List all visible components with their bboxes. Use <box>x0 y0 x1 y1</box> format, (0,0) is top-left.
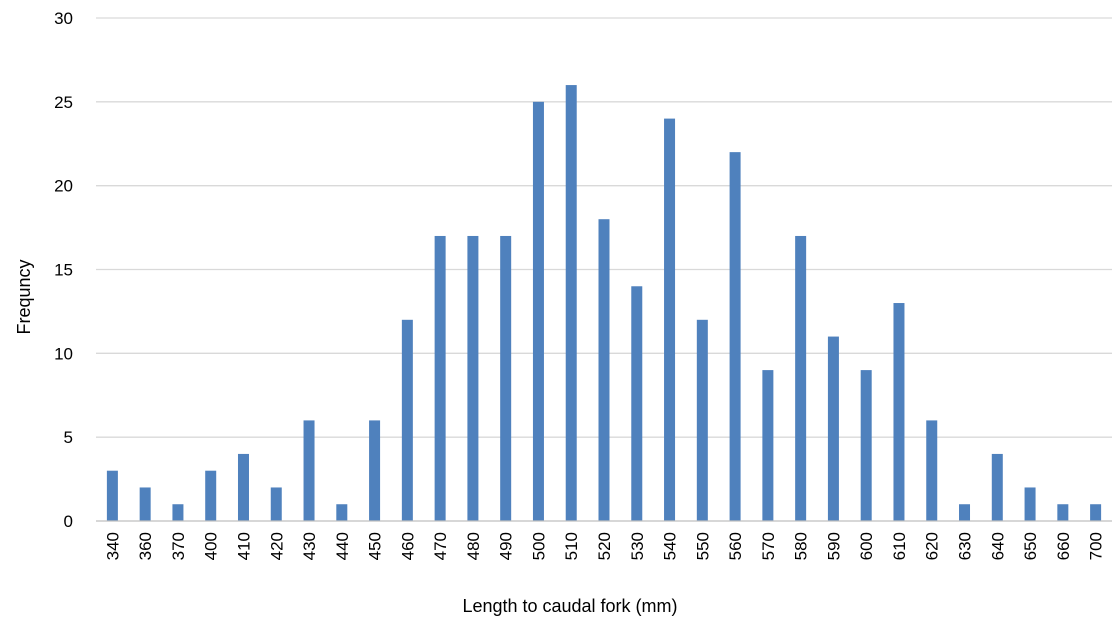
y-axis-ticks: 0 5 10 15 20 25 30 <box>54 9 73 531</box>
y-tick-label: 30 <box>54 9 73 28</box>
y-tick-label: 15 <box>54 261 73 280</box>
x-tick-label: 470 <box>431 532 450 560</box>
y-tick-label: 20 <box>54 177 73 196</box>
x-tick-label: 660 <box>1054 532 1073 560</box>
bar <box>270 487 282 521</box>
x-tick-label: 430 <box>300 532 319 560</box>
x-tick-label: 650 <box>1021 532 1040 560</box>
bar <box>237 453 249 521</box>
x-tick-label: 400 <box>202 532 221 560</box>
x-tick-label: 580 <box>792 532 811 560</box>
bar <box>336 504 348 521</box>
x-tick-label: 490 <box>497 532 516 560</box>
bars <box>106 85 1102 522</box>
x-tick-label: 540 <box>661 532 680 560</box>
x-tick-label: 450 <box>366 532 385 560</box>
x-tick-label: 570 <box>759 532 778 560</box>
bar <box>762 370 774 521</box>
bar <box>565 85 577 522</box>
bar <box>532 101 544 521</box>
bar <box>1057 504 1069 521</box>
bar <box>860 370 872 521</box>
bar <box>664 118 676 521</box>
bar <box>139 487 151 521</box>
x-tick-label: 420 <box>267 532 286 560</box>
bar <box>1024 487 1036 521</box>
bar <box>991 453 1003 521</box>
y-axis-title: Frequncy <box>14 259 34 334</box>
x-tick-label: 640 <box>988 532 1007 560</box>
x-tick-label: 610 <box>890 532 909 560</box>
x-tick-label: 360 <box>136 532 155 560</box>
x-tick-label: 560 <box>726 532 745 560</box>
bar <box>303 420 315 521</box>
bar <box>893 303 905 521</box>
bar <box>827 336 839 521</box>
bar <box>631 286 643 521</box>
x-axis-title: Length to caudal fork (mm) <box>462 596 677 616</box>
bar <box>959 504 971 521</box>
bar <box>729 152 741 521</box>
bar <box>467 235 479 521</box>
bar <box>205 470 217 521</box>
x-tick-label: 600 <box>857 532 876 560</box>
bar <box>500 235 512 521</box>
x-tick-label: 340 <box>103 532 122 560</box>
bar <box>401 319 413 521</box>
x-axis-ticks: 340 360 370 400 410 420 430 440 450 460 470 480 490 5… <box>103 532 1105 560</box>
bar <box>369 420 381 521</box>
x-tick-label: 500 <box>529 532 548 560</box>
bar <box>434 235 446 521</box>
bar <box>1090 504 1102 521</box>
y-tick-label: 10 <box>54 344 73 363</box>
bar <box>172 504 184 521</box>
bar <box>598 219 610 521</box>
x-tick-label: 410 <box>234 532 253 560</box>
bar <box>106 470 118 521</box>
x-tick-label: 460 <box>398 532 417 560</box>
y-tick-label: 5 <box>64 428 73 447</box>
x-tick-label: 530 <box>628 532 647 560</box>
x-tick-label: 700 <box>1087 532 1106 560</box>
x-tick-label: 510 <box>562 532 581 560</box>
x-tick-label: 440 <box>333 532 352 560</box>
bar <box>795 235 807 521</box>
x-tick-label: 370 <box>169 532 188 560</box>
x-tick-label: 480 <box>464 532 483 560</box>
x-tick-label: 630 <box>956 532 975 560</box>
x-tick-label: 620 <box>923 532 942 560</box>
x-tick-label: 550 <box>693 532 712 560</box>
bar <box>696 319 708 521</box>
x-tick-label: 520 <box>595 532 614 560</box>
y-tick-label: 0 <box>64 512 73 531</box>
bar <box>926 420 938 521</box>
x-tick-label: 590 <box>824 532 843 560</box>
y-tick-label: 25 <box>54 93 73 112</box>
